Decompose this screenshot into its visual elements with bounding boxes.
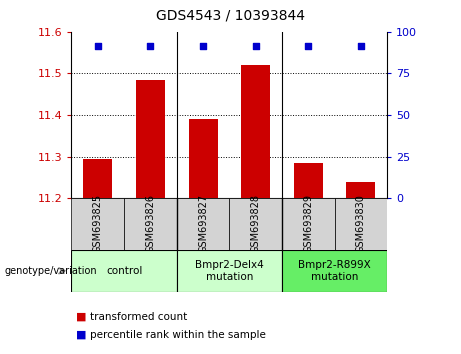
- Text: GDS4543 / 10393844: GDS4543 / 10393844: [156, 9, 305, 23]
- Point: [199, 44, 207, 49]
- Text: genotype/variation: genotype/variation: [5, 266, 97, 276]
- Bar: [241, 65, 270, 198]
- Text: percentile rank within the sample: percentile rank within the sample: [90, 330, 266, 339]
- Bar: [71, 250, 177, 292]
- Point: [357, 44, 365, 49]
- Point: [252, 44, 260, 49]
- Bar: [124, 198, 177, 250]
- Bar: [189, 119, 218, 198]
- Text: GSM693828: GSM693828: [251, 194, 260, 253]
- Bar: [294, 163, 323, 198]
- Text: GSM693829: GSM693829: [303, 194, 313, 253]
- Text: Bmpr2-R899X
mutation: Bmpr2-R899X mutation: [298, 260, 371, 282]
- Text: GSM693826: GSM693826: [145, 194, 155, 253]
- Bar: [177, 250, 282, 292]
- Bar: [347, 182, 375, 198]
- Text: GSM693825: GSM693825: [93, 194, 103, 253]
- Text: Bmpr2-Delx4
mutation: Bmpr2-Delx4 mutation: [195, 260, 264, 282]
- Bar: [71, 198, 124, 250]
- Text: ■: ■: [76, 330, 87, 339]
- Point: [94, 44, 101, 49]
- Text: GSM693827: GSM693827: [198, 194, 208, 253]
- Bar: [335, 198, 387, 250]
- Bar: [282, 198, 335, 250]
- Text: GSM693830: GSM693830: [356, 194, 366, 253]
- Bar: [83, 159, 112, 198]
- Text: ■: ■: [76, 312, 87, 322]
- Bar: [136, 80, 165, 198]
- Bar: [177, 198, 229, 250]
- Bar: [282, 250, 387, 292]
- Bar: [229, 198, 282, 250]
- Point: [147, 44, 154, 49]
- Text: control: control: [106, 266, 142, 276]
- Text: transformed count: transformed count: [90, 312, 187, 322]
- Point: [305, 44, 312, 49]
